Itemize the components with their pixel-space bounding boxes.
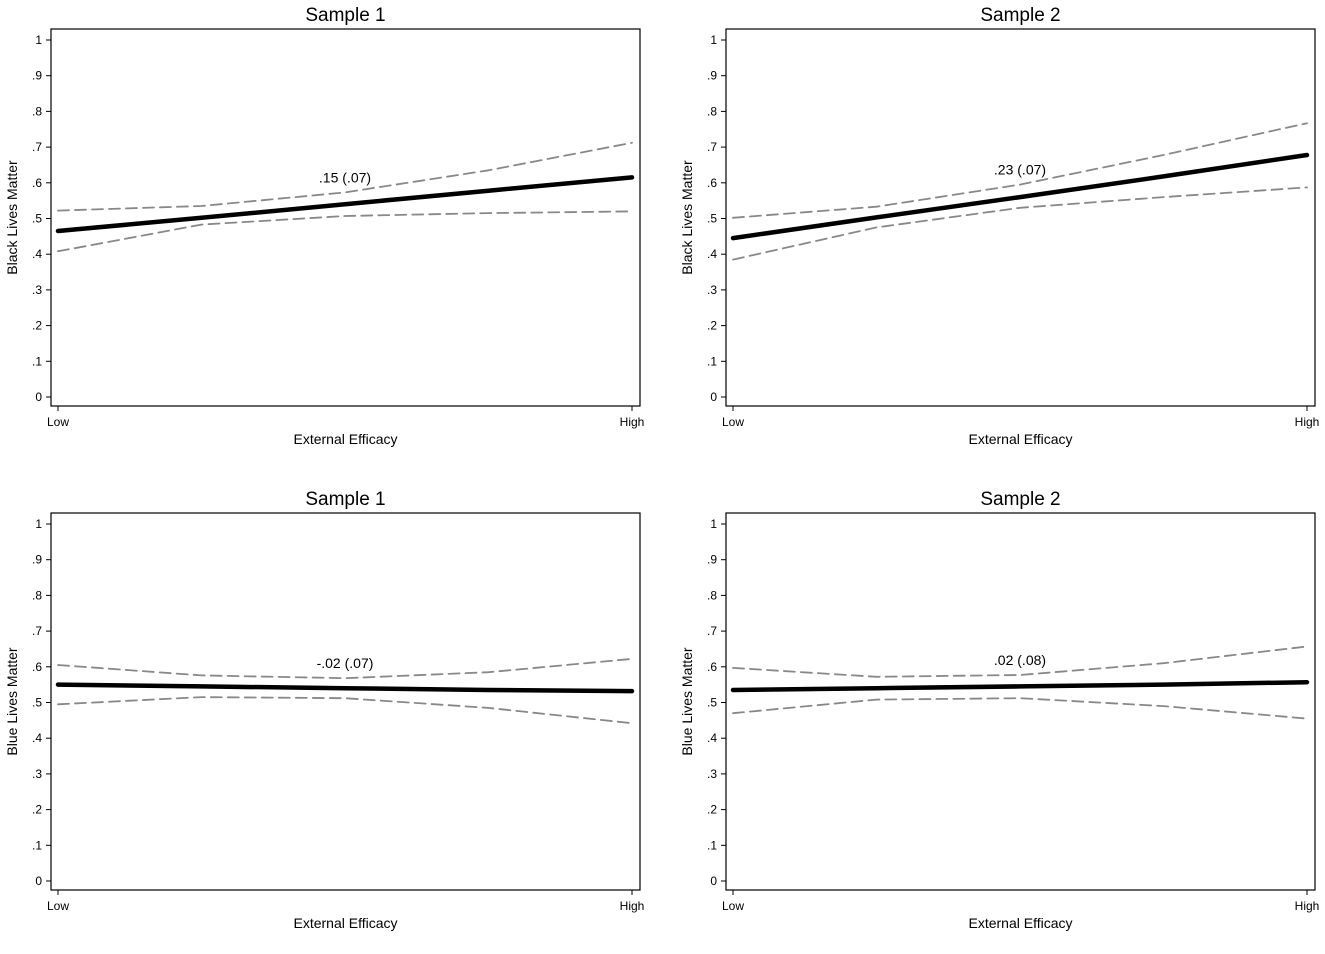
chart-svg: Sample 2 0 .1 .2 .3 .4 .5 .6 .7 .8 .9 1 Low High Exter… bbox=[679, 5, 1320, 447]
x-axis-label: External Efficacy bbox=[293, 915, 397, 931]
y-tick-label: 0 bbox=[710, 390, 717, 404]
y-tick-label: 1 bbox=[35, 517, 42, 531]
y-tick-label: .5 bbox=[32, 696, 42, 710]
y-tick-label: .9 bbox=[707, 69, 717, 83]
y-tick-label: .3 bbox=[32, 283, 42, 297]
y-tick-label: .2 bbox=[32, 319, 42, 333]
y-tick-label: .7 bbox=[707, 140, 717, 154]
panel-blue-lives-sample-2: Sample 2 0 .1 .2 .3 .4 .5 .6 .7 .8 .9 1 Low High Exter… bbox=[675, 484, 1325, 954]
y-axis-label: Blue Lives Matter bbox=[679, 647, 695, 755]
y-tick-label: 0 bbox=[710, 874, 717, 888]
y-tick-label: .3 bbox=[707, 283, 717, 297]
y-tick-label: .9 bbox=[32, 553, 42, 567]
y-tick-label: .6 bbox=[32, 176, 42, 190]
y-tick-label: .3 bbox=[707, 767, 717, 781]
y-tick-label: 1 bbox=[35, 33, 42, 47]
panel-black-lives-sample-2: Sample 2 0 .1 .2 .3 .4 .5 .6 .7 .8 .9 1 Low High Exter… bbox=[675, 0, 1325, 470]
x-tick-label: High bbox=[620, 415, 645, 429]
y-tick-label: .7 bbox=[32, 140, 42, 154]
y-tick-label: .6 bbox=[32, 660, 42, 674]
y-axis-label: Black Lives Matter bbox=[4, 160, 20, 275]
coefficient-annotation: .15 (.07) bbox=[319, 169, 371, 185]
confidence-interval-line bbox=[57, 210, 633, 253]
panel-blue-lives-sample-1: Sample 1 0 .1 .2 .3 .4 .5 .6 .7 .8 .9 1 Low High Exter… bbox=[0, 484, 662, 954]
y-tick-label: .2 bbox=[32, 803, 42, 817]
confidence-interval-line bbox=[732, 645, 1308, 678]
y-tick-label: .5 bbox=[32, 212, 42, 226]
panel-black-lives-sample-1: Sample 1 0 .1 .2 .3 .4 .5 .6 .7 .8 .9 1 Low High Exter… bbox=[0, 0, 662, 470]
y-tick-label: .1 bbox=[707, 838, 717, 852]
confidence-interval-line bbox=[732, 697, 1308, 720]
y-tick-label: .2 bbox=[707, 319, 717, 333]
y-tick-label: .4 bbox=[707, 247, 717, 261]
chart-svg: Sample 1 0 .1 .2 .3 .4 .5 .6 .7 .8 .9 1 Low High Exter… bbox=[4, 5, 645, 447]
y-tick-label: .8 bbox=[707, 588, 717, 602]
y-tick-label: 0 bbox=[35, 874, 42, 888]
chart-title: Sample 2 bbox=[980, 5, 1060, 26]
plot-frame bbox=[725, 512, 1316, 891]
confidence-interval-line bbox=[57, 657, 633, 680]
y-tick-label: .1 bbox=[32, 838, 42, 852]
chart-title: Sample 1 bbox=[305, 489, 385, 510]
x-tick-label: Low bbox=[47, 415, 69, 429]
chart-svg: Sample 1 0 .1 .2 .3 .4 .5 .6 .7 .8 .9 1 Low High Exter… bbox=[4, 489, 645, 931]
y-tick-label: .4 bbox=[32, 247, 42, 261]
y-tick-label: .2 bbox=[707, 803, 717, 817]
y-axis-label: Blue Lives Matter bbox=[4, 647, 20, 755]
chart-title: Sample 2 bbox=[980, 489, 1060, 510]
y-tick-label: .5 bbox=[707, 212, 717, 226]
x-tick-label: Low bbox=[722, 899, 744, 913]
confidence-interval-line bbox=[732, 186, 1308, 261]
chart-title: Sample 1 bbox=[305, 5, 385, 26]
chart-svg: Sample 2 0 .1 .2 .3 .4 .5 .6 .7 .8 .9 1 Low High Exter… bbox=[679, 489, 1320, 931]
coefficient-annotation: .23 (.07) bbox=[994, 162, 1046, 178]
confidence-interval-line bbox=[57, 696, 633, 725]
y-tick-label: .7 bbox=[32, 624, 42, 638]
y-tick-label: .6 bbox=[707, 176, 717, 190]
x-tick-label: High bbox=[1295, 899, 1320, 913]
plot-frame bbox=[50, 28, 641, 407]
y-tick-label: 1 bbox=[710, 517, 717, 531]
estimate-line bbox=[730, 679, 1310, 693]
estimate-line bbox=[730, 152, 1310, 241]
x-axis-label: External Efficacy bbox=[968, 431, 1072, 447]
x-axis-label: External Efficacy bbox=[968, 915, 1072, 931]
y-tick-label: .3 bbox=[32, 767, 42, 781]
y-tick-label: .1 bbox=[707, 354, 717, 368]
y-tick-label: .5 bbox=[707, 696, 717, 710]
y-tick-label: .8 bbox=[32, 588, 42, 602]
x-tick-label: Low bbox=[722, 415, 744, 429]
y-tick-label: .4 bbox=[707, 731, 717, 745]
y-tick-label: .7 bbox=[707, 624, 717, 638]
y-axis-label: Black Lives Matter bbox=[679, 160, 695, 275]
y-tick-label: .9 bbox=[32, 69, 42, 83]
y-tick-label: .6 bbox=[707, 660, 717, 674]
y-tick-label: .1 bbox=[32, 354, 42, 368]
y-tick-label: .8 bbox=[32, 104, 42, 118]
coefficient-annotation: .02 (.08) bbox=[994, 652, 1046, 668]
y-tick-label: 1 bbox=[710, 33, 717, 47]
x-tick-label: High bbox=[620, 899, 645, 913]
y-tick-label: .9 bbox=[707, 553, 717, 567]
plot-frame bbox=[50, 512, 641, 891]
coefficient-annotation: -.02 (.07) bbox=[317, 655, 374, 671]
x-axis-label: External Efficacy bbox=[293, 431, 397, 447]
plot-frame bbox=[725, 28, 1316, 407]
estimate-line bbox=[55, 682, 635, 694]
confidence-interval-line bbox=[732, 122, 1308, 219]
confidence-interval-line bbox=[57, 141, 633, 212]
y-tick-label: 0 bbox=[35, 390, 42, 404]
y-tick-label: .8 bbox=[707, 104, 717, 118]
estimate-line bbox=[55, 175, 635, 234]
x-tick-label: Low bbox=[47, 899, 69, 913]
x-tick-label: High bbox=[1295, 415, 1320, 429]
y-tick-label: .4 bbox=[32, 731, 42, 745]
